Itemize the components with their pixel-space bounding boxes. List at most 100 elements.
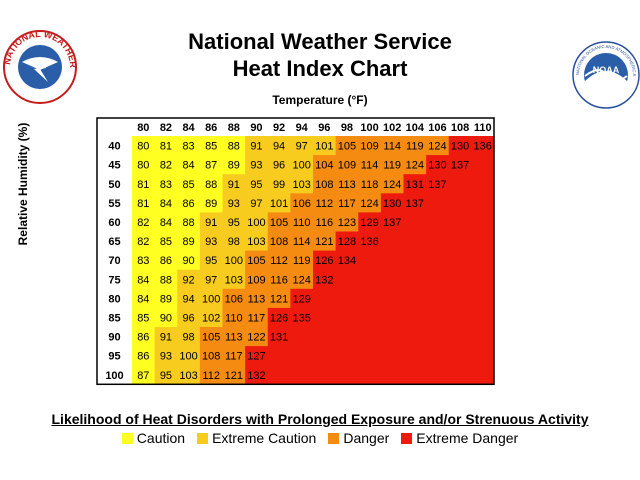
cell-value: 109: [360, 141, 378, 153]
cell-value: 118: [361, 179, 379, 191]
y-tick-label: 75: [108, 274, 120, 286]
heat-cell: [245, 269, 269, 290]
cell-value: 124: [383, 179, 401, 191]
legend-swatch: [328, 432, 340, 444]
legend-label: Extreme Caution: [212, 430, 317, 446]
heat-cell: [177, 250, 201, 271]
cell-value: 121: [270, 293, 288, 305]
heat-cell: [154, 212, 178, 232]
heat-cell: [380, 250, 404, 271]
heat-cell: [199, 193, 223, 213]
heat-cell: [177, 288, 201, 309]
cell-value: 82: [160, 160, 172, 172]
heat-cell: [313, 307, 337, 328]
cell-value: 100: [202, 293, 220, 305]
cell-value: 95: [228, 217, 240, 229]
cell-value: 116: [270, 274, 288, 286]
heat-cell: [222, 307, 246, 328]
cell-value: 103: [247, 236, 265, 248]
heat-cell: [335, 155, 359, 175]
heat-cell: [177, 193, 201, 213]
heat-cell: [313, 250, 337, 271]
heat-cell: [177, 155, 201, 175]
heat-cell: [154, 288, 178, 309]
heat-cell: [290, 269, 314, 290]
cell-value: 99: [273, 179, 285, 191]
cell-value: 101: [315, 141, 333, 153]
heat-cell: [358, 346, 382, 366]
heat-cell: [471, 307, 495, 328]
cell-value: 109: [338, 160, 356, 172]
cell-value: 90: [182, 255, 194, 267]
heat-cell: [335, 231, 359, 251]
cell-value: 81: [137, 179, 149, 191]
cell-value: 103: [293, 179, 311, 191]
cell-value: 128: [338, 236, 356, 248]
heat-cell: [132, 250, 156, 271]
heat-cell: [199, 250, 223, 271]
cell-value: 132: [315, 274, 333, 286]
cell-value: 83: [137, 255, 149, 267]
cell-value: 95: [250, 179, 262, 191]
heat-cell: [132, 212, 156, 232]
x-tick-label: 86: [205, 122, 217, 134]
heat-cell: [403, 365, 427, 385]
heat-cell: [199, 155, 223, 175]
x-tick-label: 94: [296, 122, 309, 134]
cell-value: 134: [338, 255, 356, 267]
heat-cell: [132, 231, 156, 251]
cell-value: 85: [137, 312, 149, 324]
heat-cell: [267, 231, 291, 251]
heat-cell: [471, 136, 495, 156]
cell-value: 84: [137, 274, 149, 286]
heat-cell: [222, 136, 246, 156]
heat-cell: [448, 365, 472, 385]
cell-value: 121: [315, 236, 333, 248]
heat-cell: [335, 327, 359, 347]
cell-value: 123: [338, 217, 356, 229]
cell-value: 94: [273, 141, 285, 153]
heat-cell: [177, 365, 201, 385]
noaa-logo-text: NOAA: [593, 65, 620, 75]
cell-value: 88: [205, 179, 217, 191]
heat-cell: [335, 269, 359, 290]
cell-value: 84: [137, 293, 149, 305]
y-tick-label: 85: [108, 312, 120, 324]
cell-value: 95: [205, 255, 217, 267]
chart-title: Heat Index Chart: [232, 56, 408, 81]
heat-cell: [132, 269, 156, 290]
heat-cell: [335, 346, 359, 366]
heat-cell: [313, 136, 337, 156]
heat-cell: [290, 212, 314, 232]
heat-cell: [199, 346, 223, 366]
heat-cell: [313, 327, 337, 347]
cell-value: 89: [160, 293, 172, 305]
heat-cell: [267, 155, 291, 175]
heat-cell: [177, 269, 201, 290]
cell-value: 85: [205, 141, 217, 153]
heat-cell: [199, 136, 223, 156]
heat-cell: [471, 346, 495, 366]
heat-cell: [132, 155, 156, 175]
cell-value: 82: [137, 217, 149, 229]
heat-cell: [380, 212, 404, 232]
cell-value: 83: [160, 179, 172, 191]
y-tick-label: 80: [108, 293, 120, 305]
heat-cell: [267, 346, 291, 366]
cell-value: 91: [228, 179, 240, 191]
cell-value: 88: [160, 274, 172, 286]
heat-cell: [290, 155, 314, 175]
heat-cell: [313, 365, 337, 385]
legend-label: Danger: [343, 430, 390, 446]
heat-cell: [154, 327, 178, 347]
cell-value: 108: [202, 351, 220, 363]
cell-value: 137: [428, 179, 446, 191]
heat-cell: [335, 307, 359, 328]
heat-cell: [132, 327, 156, 347]
heat-cell: [132, 307, 156, 328]
cell-value: 86: [182, 198, 194, 210]
heat-cell: [132, 174, 156, 194]
heat-cell: [222, 327, 246, 347]
heat-cell: [403, 136, 427, 156]
cell-value: 106: [225, 293, 243, 305]
